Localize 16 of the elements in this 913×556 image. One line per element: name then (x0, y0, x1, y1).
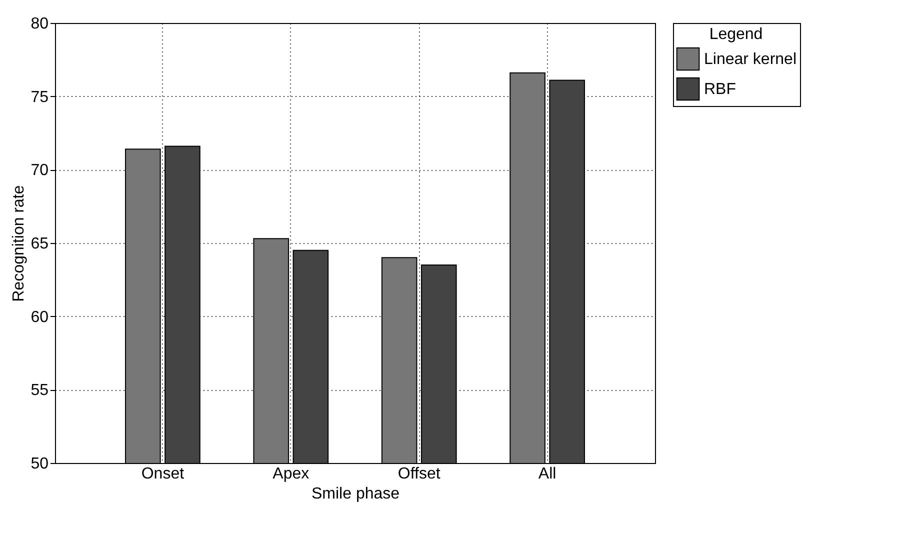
y-tick-label: 55 (30, 382, 49, 400)
x-tick-label: All (538, 466, 556, 482)
y-tick-label: 60 (30, 308, 49, 326)
legend-title: Legend (709, 26, 763, 43)
y-tick-label: 65 (30, 236, 49, 252)
x-axis-title: Smile phase (311, 486, 400, 502)
y-tick-label: 80 (30, 16, 49, 32)
legend-label: RBF (704, 81, 736, 98)
x-tick-label: Offset (398, 466, 441, 482)
x-tick-label: Apex (272, 466, 310, 482)
x-tick-label: Onset (141, 466, 185, 482)
y-axis-title: Recognition rate (10, 185, 28, 302)
y-tick-label: 75 (30, 88, 49, 106)
legend-label: Linear kernel (704, 51, 796, 68)
y-tick-label: 50 (30, 456, 49, 472)
y-tick-label: 70 (30, 162, 49, 180)
